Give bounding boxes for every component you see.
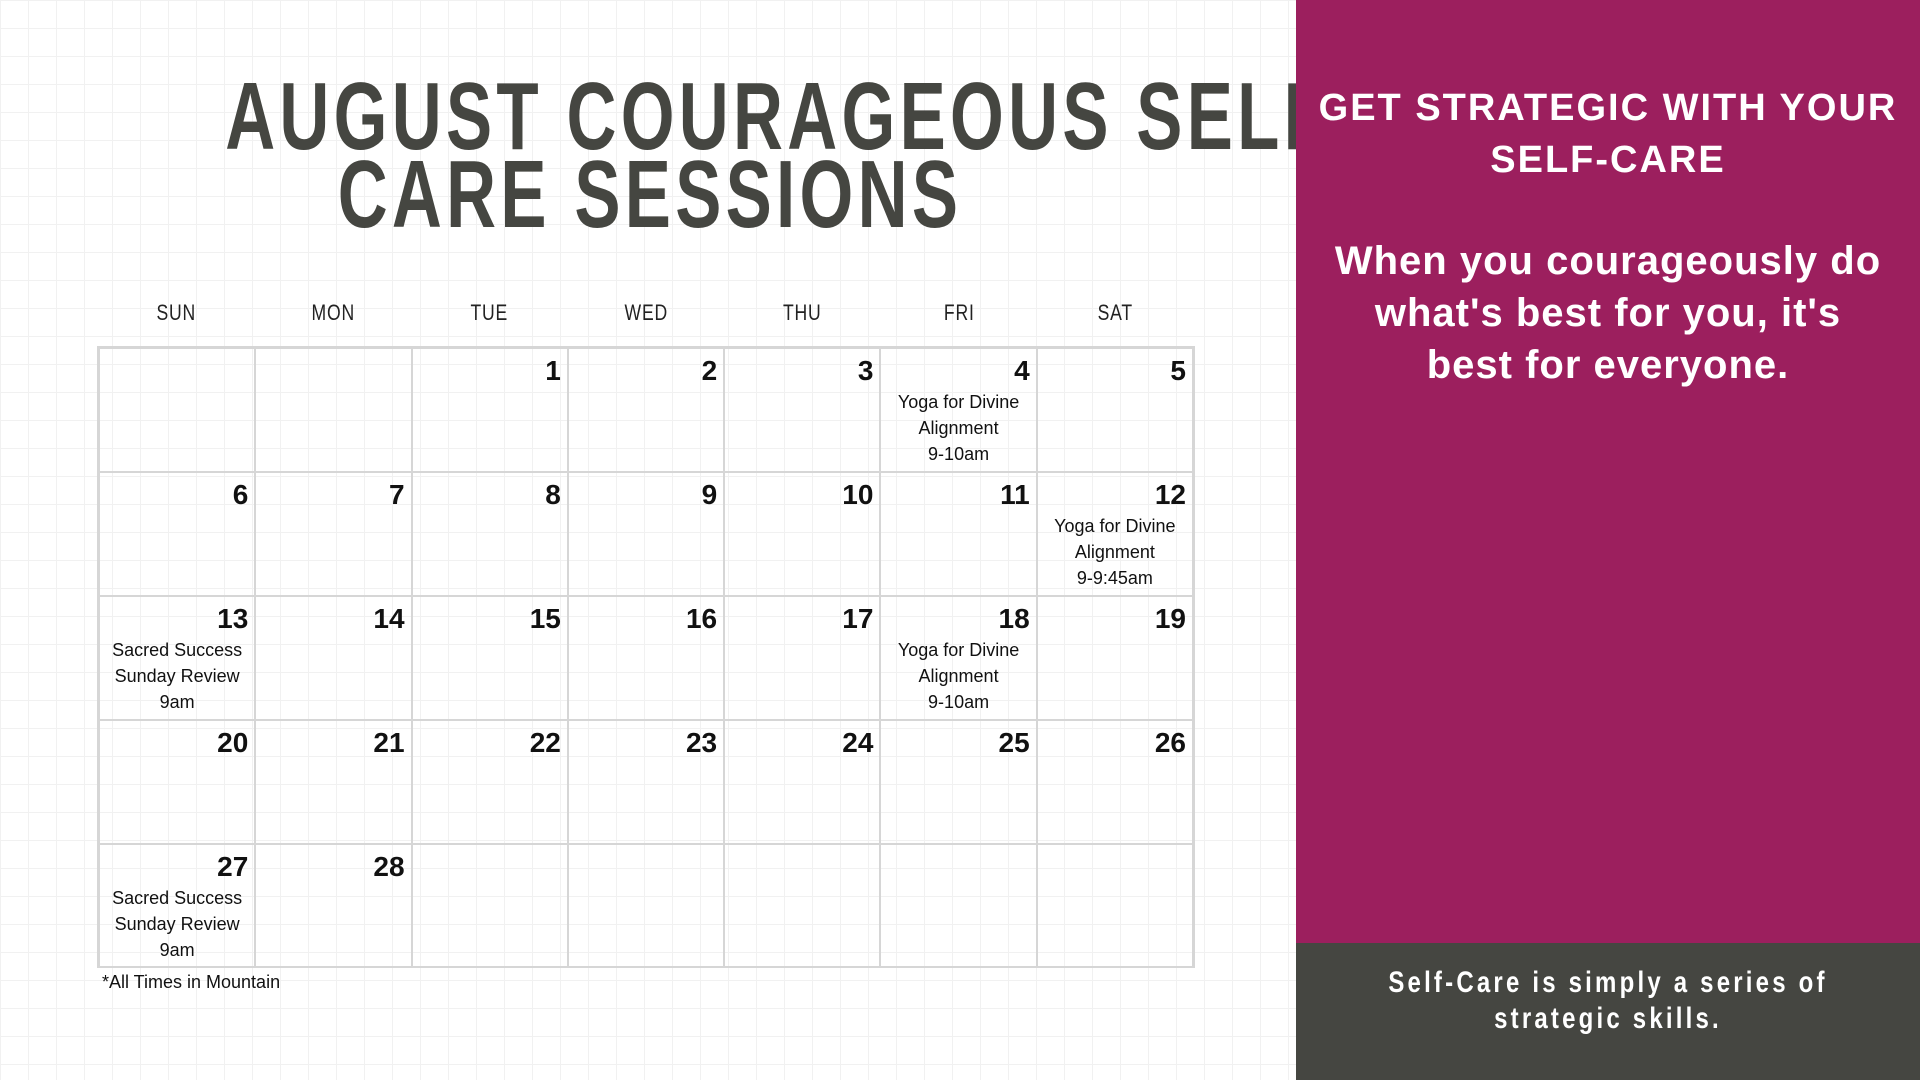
- panel-quote: When you courageously do what's best for…: [1334, 239, 1882, 387]
- weekday-label: SAT: [1098, 300, 1134, 325]
- calendar-day-cell[interactable]: 17: [724, 596, 881, 720]
- day-number: 6: [232, 479, 249, 510]
- event-text: Yoga for Divine Alignment 9-10am: [897, 640, 1020, 712]
- calendar-day-cell[interactable]: 5: [1036, 348, 1193, 472]
- calendar-day-cell[interactable]: 24: [724, 720, 881, 844]
- calendar-day-cell[interactable]: 28: [255, 844, 412, 968]
- day-number: 10: [842, 479, 874, 510]
- calendar-day-cell[interactable]: 15: [411, 596, 568, 720]
- calendar-day-cell[interactable]: 2: [567, 348, 725, 472]
- day-number: 18: [998, 603, 1030, 634]
- calendar-day-cell[interactable]: 26: [1036, 720, 1193, 844]
- calendar-day-cell[interactable]: [567, 844, 725, 968]
- event-text: Sacred Success Sunday Review 9am: [112, 888, 243, 960]
- day-number: 15: [529, 603, 561, 634]
- footer-text: Self-Care is simply a series of strategi…: [1388, 966, 1828, 1035]
- calendar-day-cell[interactable]: 3: [724, 348, 881, 472]
- weekday-label: SUN: [156, 300, 197, 325]
- weekday-label: MON: [311, 300, 355, 325]
- day-number: 17: [842, 603, 874, 634]
- title-line-2: CARE SESSIONS: [337, 141, 963, 248]
- day-number: 16: [685, 603, 718, 634]
- day-number: 27: [217, 851, 249, 882]
- day-number: 9: [701, 479, 718, 510]
- day-number: 8: [545, 479, 561, 510]
- day-number: 4: [1014, 355, 1030, 386]
- weekday-label: THU: [783, 300, 822, 325]
- calendar-day-cell[interactable]: 18 Yoga for Divine Alignment 9-10am: [880, 596, 1037, 720]
- calendar-day-cell[interactable]: 13 Sacred Success Sunday Review 9am: [99, 596, 256, 720]
- calendar-day-cell[interactable]: 8: [411, 472, 568, 596]
- day-number: 1: [545, 355, 561, 386]
- calendar-day-cell[interactable]: 12 Yoga for Divine Alignment 9-9:45am: [1036, 472, 1193, 596]
- day-number: 5: [1170, 355, 1186, 386]
- side-panel: GET STRATEGIC WITH YOUR SELF-CARE When y…: [1296, 0, 1920, 943]
- calendar-day-cell[interactable]: 27 Sacred Success Sunday Review 9am: [99, 844, 256, 968]
- calendar-day-cell[interactable]: [724, 844, 881, 968]
- day-number: 22: [529, 727, 561, 758]
- day-number: 20: [217, 727, 249, 758]
- event-text: Sacred Success Sunday Review 9am: [112, 640, 243, 712]
- calendar-day-cell[interactable]: 1: [411, 348, 568, 472]
- calendar-day-cell[interactable]: 25: [880, 720, 1037, 844]
- calendar-day-cell[interactable]: 4 Yoga for Divine Alignment 9-10am: [880, 348, 1037, 472]
- timezone-footnote: *All Times in Mountain: [102, 972, 281, 992]
- day-number: 2: [701, 355, 718, 386]
- day-number: 14: [373, 603, 405, 634]
- calendar-grid: 1 2 3 4 Yoga for Divine Alignment 9-10am 5 6 7 8…: [97, 346, 1195, 968]
- day-number: 24: [842, 727, 874, 758]
- day-number: 25: [998, 727, 1030, 758]
- calendar-day-cell[interactable]: 20: [99, 720, 256, 844]
- weekday-label: TUE: [470, 300, 509, 325]
- calendar-day-cell[interactable]: 7: [255, 472, 412, 596]
- calendar-day-cell[interactable]: 10: [724, 472, 881, 596]
- calendar-day-cell[interactable]: [255, 348, 412, 472]
- day-number: 12: [1154, 479, 1186, 510]
- calendar-day-cell[interactable]: [1036, 844, 1193, 968]
- calendar-day-cell[interactable]: 16: [567, 596, 725, 720]
- title-line-1: AUGUST COURAGEOUS SELF-: [225, 63, 1358, 170]
- footer-banner: Self-Care is simply a series of strategi…: [1296, 943, 1920, 1080]
- calendar-day-cell[interactable]: 9: [567, 472, 725, 596]
- calendar-day-cell[interactable]: [99, 348, 256, 472]
- day-number: 7: [388, 479, 405, 510]
- calendar-day-cell[interactable]: [411, 844, 568, 968]
- calendar-day-cell[interactable]: 14: [255, 596, 412, 720]
- day-number: 3: [857, 355, 874, 386]
- calendar-day-cell[interactable]: [880, 844, 1037, 968]
- day-number: 26: [1154, 727, 1186, 758]
- panel-heading: GET STRATEGIC WITH YOUR SELF-CARE: [1318, 87, 1898, 181]
- calendar-day-cell[interactable]: 11: [880, 472, 1037, 596]
- day-number: 23: [685, 727, 718, 758]
- day-number: 21: [373, 727, 405, 758]
- weekday-label: WED: [624, 300, 668, 325]
- day-number: 13: [217, 603, 249, 634]
- day-number: 19: [1154, 603, 1186, 634]
- day-number: 11: [1000, 479, 1030, 510]
- calendar-day-cell[interactable]: 19: [1036, 596, 1193, 720]
- calendar-day-cell[interactable]: 23: [567, 720, 725, 844]
- calendar-day-cell[interactable]: 21: [255, 720, 412, 844]
- page-title: AUGUST COURAGEOUS SELF- CARE SESSIONS: [60, 63, 1358, 248]
- calendar-day-cell[interactable]: 22: [411, 720, 568, 844]
- calendar-day-cell[interactable]: 6: [99, 472, 256, 596]
- event-text: Yoga for Divine Alignment 9-10am: [897, 392, 1020, 464]
- weekday-label: FRI: [943, 300, 975, 325]
- day-number: 28: [373, 851, 405, 882]
- weekday-header: SUN MON TUE WED THU FRI SAT: [98, 300, 1194, 326]
- event-text: Yoga for Divine Alignment 9-9:45am: [1054, 516, 1176, 588]
